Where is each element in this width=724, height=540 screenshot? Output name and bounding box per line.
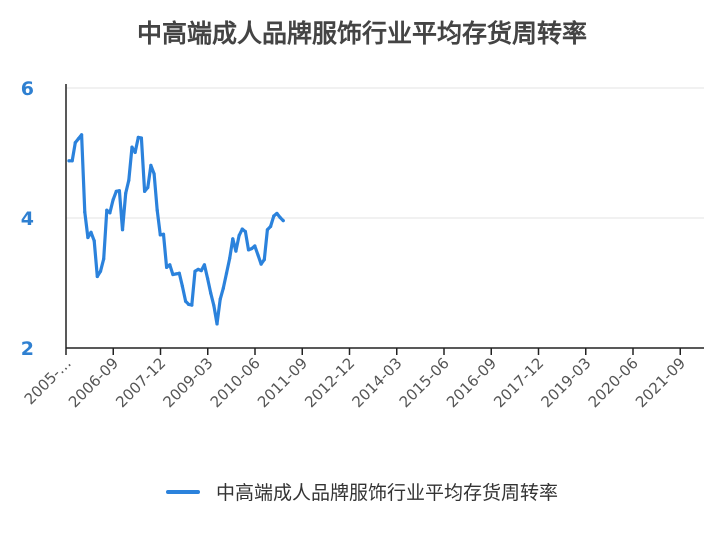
data-point[interactable] (183, 299, 188, 303)
data-point[interactable] (161, 232, 166, 236)
data-point[interactable] (102, 257, 106, 261)
data-point[interactable] (262, 258, 266, 262)
data-point[interactable] (275, 211, 279, 216)
data-point[interactable] (139, 136, 144, 140)
x-tick-label: 2019-03 (538, 354, 595, 411)
data-point[interactable] (152, 172, 156, 176)
data-point[interactable] (256, 253, 260, 257)
data-point[interactable] (237, 233, 241, 238)
data-point[interactable] (215, 322, 219, 326)
data-point[interactable] (89, 230, 93, 234)
y-axis-ticks: 2 4 6 (21, 78, 34, 360)
x-tick-label: 2014-03 (349, 354, 406, 411)
data-point[interactable] (98, 269, 103, 273)
data-point[interactable] (174, 272, 178, 276)
series-line (67, 133, 285, 326)
data-point[interactable] (155, 208, 159, 212)
data-point[interactable] (130, 145, 134, 149)
data-point[interactable] (70, 159, 74, 163)
data-point[interactable] (231, 237, 235, 241)
x-tick-label: 2020-06 (585, 354, 642, 411)
data-point[interactable] (187, 302, 191, 307)
data-point[interactable] (206, 276, 210, 281)
data-point[interactable] (272, 214, 276, 218)
data-point[interactable] (92, 239, 96, 243)
x-tick-label: 2010-06 (207, 354, 264, 411)
y-tick-label: 2 (21, 338, 34, 360)
data-point[interactable] (168, 263, 172, 267)
data-point[interactable] (177, 271, 181, 275)
data-point[interactable] (83, 210, 87, 214)
x-tick-label: 2015-06 (396, 354, 453, 411)
series-layer (67, 133, 285, 326)
data-point[interactable] (111, 198, 115, 202)
data-point[interactable] (124, 191, 128, 195)
data-point[interactable] (228, 256, 232, 260)
data-point[interactable] (146, 185, 150, 190)
data-point[interactable] (218, 297, 222, 301)
data-point[interactable] (143, 189, 147, 193)
data-point[interactable] (224, 271, 229, 275)
data-point[interactable] (117, 189, 121, 193)
data-point[interactable] (240, 227, 244, 231)
data-point[interactable] (259, 262, 263, 266)
data-point[interactable] (234, 249, 238, 253)
data-point[interactable] (76, 137, 81, 141)
data-point[interactable] (149, 163, 153, 167)
data-point[interactable] (246, 248, 251, 252)
chart-title: 中高端成人品牌服饰行业平均存货周转率 (136, 19, 587, 48)
axes (65, 84, 704, 349)
data-point[interactable] (209, 291, 213, 295)
x-tick-label: 2011-09 (254, 354, 311, 411)
data-point[interactable] (114, 189, 118, 193)
legend-label: 中高端成人品牌服饰行业平均存货周转率 (216, 482, 559, 504)
data-point[interactable] (202, 263, 207, 267)
legend[interactable]: 中高端成人品牌服饰行业平均存货周转率 (0, 478, 724, 505)
data-point[interactable] (95, 274, 99, 279)
data-point[interactable] (212, 304, 216, 308)
data-point[interactable] (281, 219, 285, 223)
data-point[interactable] (127, 178, 131, 182)
data-point[interactable] (193, 269, 197, 273)
x-tick-label: 2021-09 (632, 354, 689, 411)
data-point[interactable] (105, 208, 109, 212)
x-tick-label: 2017-12 (490, 354, 547, 411)
data-point[interactable] (133, 150, 137, 154)
legend-swatch (165, 489, 200, 494)
x-tick-label: 2016-09 (443, 354, 500, 411)
data-point[interactable] (73, 141, 77, 145)
data-point[interactable] (136, 135, 140, 139)
data-point[interactable] (243, 230, 247, 234)
data-point[interactable] (86, 235, 90, 240)
data-point[interactable] (171, 272, 175, 277)
data-point[interactable] (278, 215, 282, 219)
data-point[interactable] (190, 303, 194, 307)
data-point[interactable] (250, 246, 254, 251)
data-point[interactable] (158, 233, 162, 237)
data-point[interactable] (120, 228, 125, 232)
x-tick-label: 2009-03 (160, 354, 217, 411)
y-tick-label: 4 (21, 208, 34, 230)
data-point[interactable] (180, 284, 184, 288)
x-axis-ticks: 2005-…2006-092007-122009-032010-062011-0… (21, 348, 689, 411)
y-tick-label: 6 (21, 78, 34, 100)
data-point[interactable] (253, 244, 257, 248)
x-tick-label: 2006-09 (65, 354, 122, 411)
data-point[interactable] (199, 269, 203, 273)
grid-lines (66, 87, 704, 219)
data-point[interactable] (196, 267, 200, 271)
data-point[interactable] (67, 159, 71, 163)
x-tick-label: 2012-12 (301, 354, 358, 411)
x-tick-label: 2007-12 (112, 354, 169, 411)
data-point[interactable] (221, 286, 225, 290)
data-point[interactable] (265, 228, 270, 232)
data-point[interactable] (108, 211, 112, 215)
data-point[interactable] (269, 224, 273, 229)
data-point[interactable] (165, 265, 169, 269)
data-point[interactable] (80, 133, 84, 137)
